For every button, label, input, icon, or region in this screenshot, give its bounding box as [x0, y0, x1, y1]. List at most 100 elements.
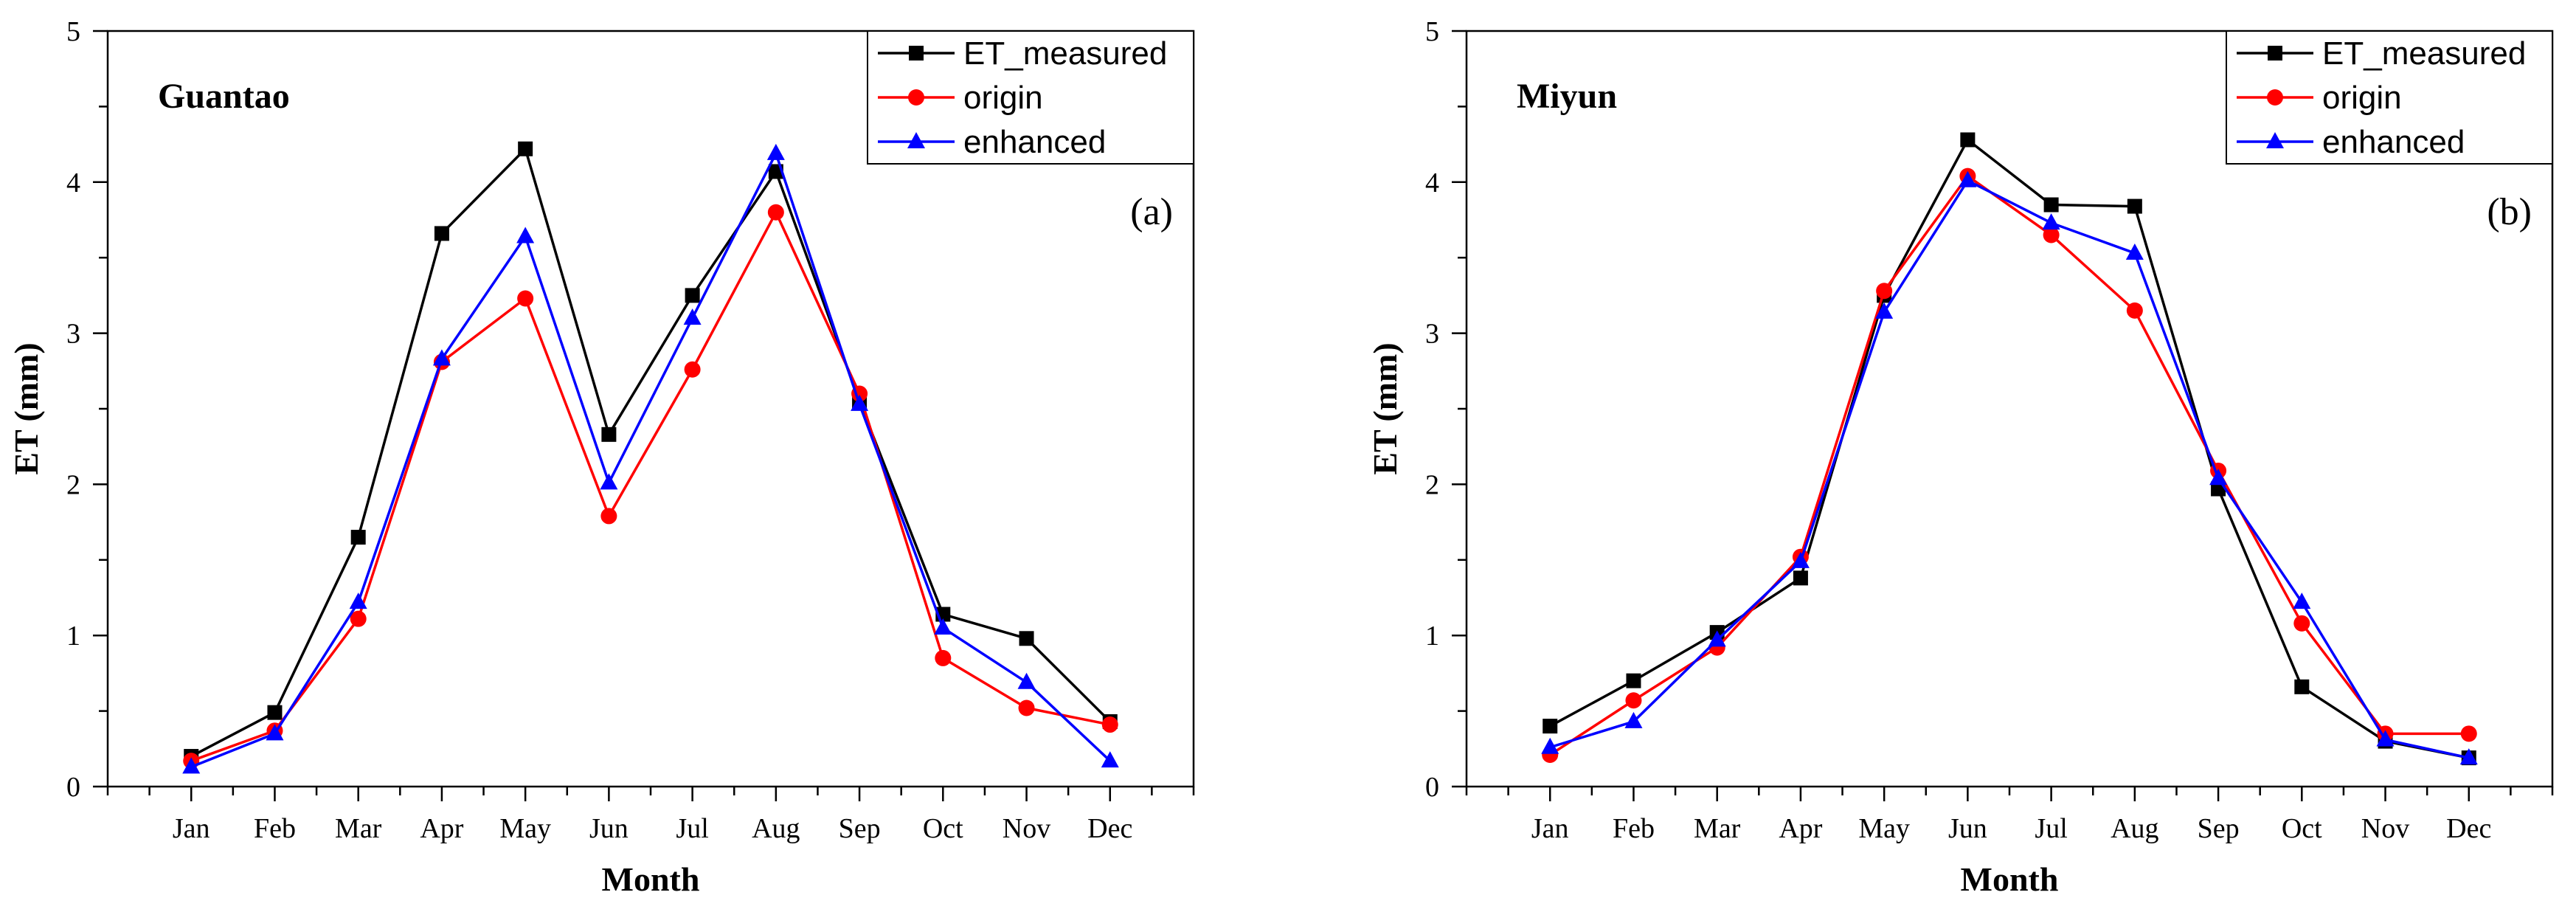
x-tick-label: Aug — [752, 813, 800, 844]
y-tick-label: 4 — [1425, 167, 1439, 198]
y-tick-label: 0 — [66, 772, 80, 803]
data-point — [685, 288, 700, 303]
data-point — [2043, 197, 2059, 213]
data-point — [2127, 198, 2142, 214]
data-point — [349, 593, 367, 609]
y-axis-title: ET (mm) — [1366, 342, 1404, 474]
data-point — [432, 349, 451, 366]
y-tick-label: 1 — [1425, 621, 1439, 652]
x-axis-title: Month — [1961, 860, 2059, 898]
data-point — [1793, 570, 1808, 586]
legend-item: ET_measured — [2237, 35, 2526, 72]
data-point — [182, 757, 201, 774]
series-line — [190, 152, 1111, 769]
x-tick-label: Sep — [2198, 813, 2240, 844]
x-tick-label: Mar — [335, 813, 382, 844]
data-point — [2125, 243, 2144, 260]
series-line — [190, 147, 1112, 758]
data-point — [1541, 737, 1559, 754]
series-line — [1549, 179, 2470, 759]
data-point — [267, 705, 283, 720]
data-point — [935, 649, 952, 666]
x-tick-label: Dec — [2446, 813, 2491, 844]
data-point — [767, 204, 784, 221]
data-point — [1791, 551, 1810, 568]
data-point — [1625, 692, 1642, 709]
legend-item: origin — [2237, 80, 2402, 116]
data-point — [516, 227, 535, 243]
data-point — [518, 141, 533, 156]
y-tick-label: 0 — [1425, 772, 1439, 803]
legend-label: ET_measured — [963, 35, 1167, 72]
data-point — [601, 426, 617, 442]
data-point — [766, 143, 785, 160]
y-tick-label: 3 — [66, 319, 80, 350]
x-tick-label: Apr — [1779, 813, 1822, 844]
y-tick-label: 5 — [66, 16, 80, 47]
data-point — [1101, 716, 1118, 733]
data-point — [2294, 679, 2310, 694]
data-point — [1960, 132, 1976, 148]
x-tick-label: Sep — [839, 813, 881, 844]
x-tick-label: Jun — [589, 813, 629, 844]
data-point — [2126, 302, 2143, 319]
data-point — [1018, 699, 1035, 716]
series-line — [190, 211, 1111, 762]
data-point — [2042, 213, 2060, 230]
legend-label: ET_measured — [2322, 35, 2526, 72]
x-tick-label: May — [499, 813, 551, 844]
legend-marker — [907, 132, 925, 148]
data-point — [1019, 631, 1034, 646]
data-point — [1543, 719, 1558, 734]
data-point — [1876, 283, 1893, 300]
legend-label: enhanced — [963, 124, 1106, 160]
legend-marker — [2267, 89, 2283, 106]
data-point — [683, 308, 702, 325]
data-point — [1017, 672, 1036, 689]
data-point — [1959, 170, 1977, 187]
y-tick-label: 3 — [1425, 319, 1439, 350]
legend-marker — [908, 89, 924, 106]
data-point — [1708, 630, 1726, 647]
legend-marker — [2268, 46, 2282, 61]
data-point — [600, 508, 617, 525]
data-point — [851, 394, 869, 411]
x-tick-label: Feb — [254, 813, 296, 844]
x-tick-label: Dec — [1087, 813, 1132, 844]
data-point — [2293, 615, 2310, 632]
x-tick-label: Oct — [2282, 813, 2322, 844]
x-tick-label: Feb — [1613, 813, 1655, 844]
x-tick-label: Aug — [2111, 813, 2158, 844]
series-enhanced — [1541, 170, 2478, 765]
x-tick-label: Mar — [1694, 813, 1741, 844]
y-tick-label: 2 — [66, 469, 80, 500]
legend-label: enhanced — [2322, 124, 2465, 160]
data-point — [1101, 751, 1119, 768]
legend-marker — [909, 46, 924, 61]
data-point — [934, 618, 952, 635]
y-axis-title: ET (mm) — [7, 342, 45, 474]
x-tick-label: Apr — [420, 813, 463, 844]
legend-label: origin — [2322, 80, 2402, 116]
x-tick-label: Jan — [173, 813, 210, 844]
x-axis-title: Month — [602, 860, 700, 898]
y-tick-label: 4 — [66, 167, 80, 198]
data-point — [2043, 227, 2060, 243]
x-tick-label: Jan — [1531, 813, 1569, 844]
legend-item: origin — [878, 80, 1043, 116]
y-tick-label: 1 — [66, 621, 80, 652]
series-enhanced — [182, 143, 1119, 774]
panel-label: (a) — [1130, 191, 1173, 233]
legend-item: ET_measured — [878, 35, 1167, 72]
chart-panel-1: Jan Feb Mar Apr May Jun Jul Aug Sep Oct Nov Dec 0 1 2 3… — [7, 16, 1195, 898]
panel-label: (b) — [2487, 191, 2532, 233]
data-point — [350, 610, 367, 627]
x-tick-label: May — [1858, 813, 1910, 844]
data-point — [1624, 711, 1643, 728]
x-tick-label: Jul — [2035, 813, 2067, 844]
data-point — [2209, 469, 2228, 486]
